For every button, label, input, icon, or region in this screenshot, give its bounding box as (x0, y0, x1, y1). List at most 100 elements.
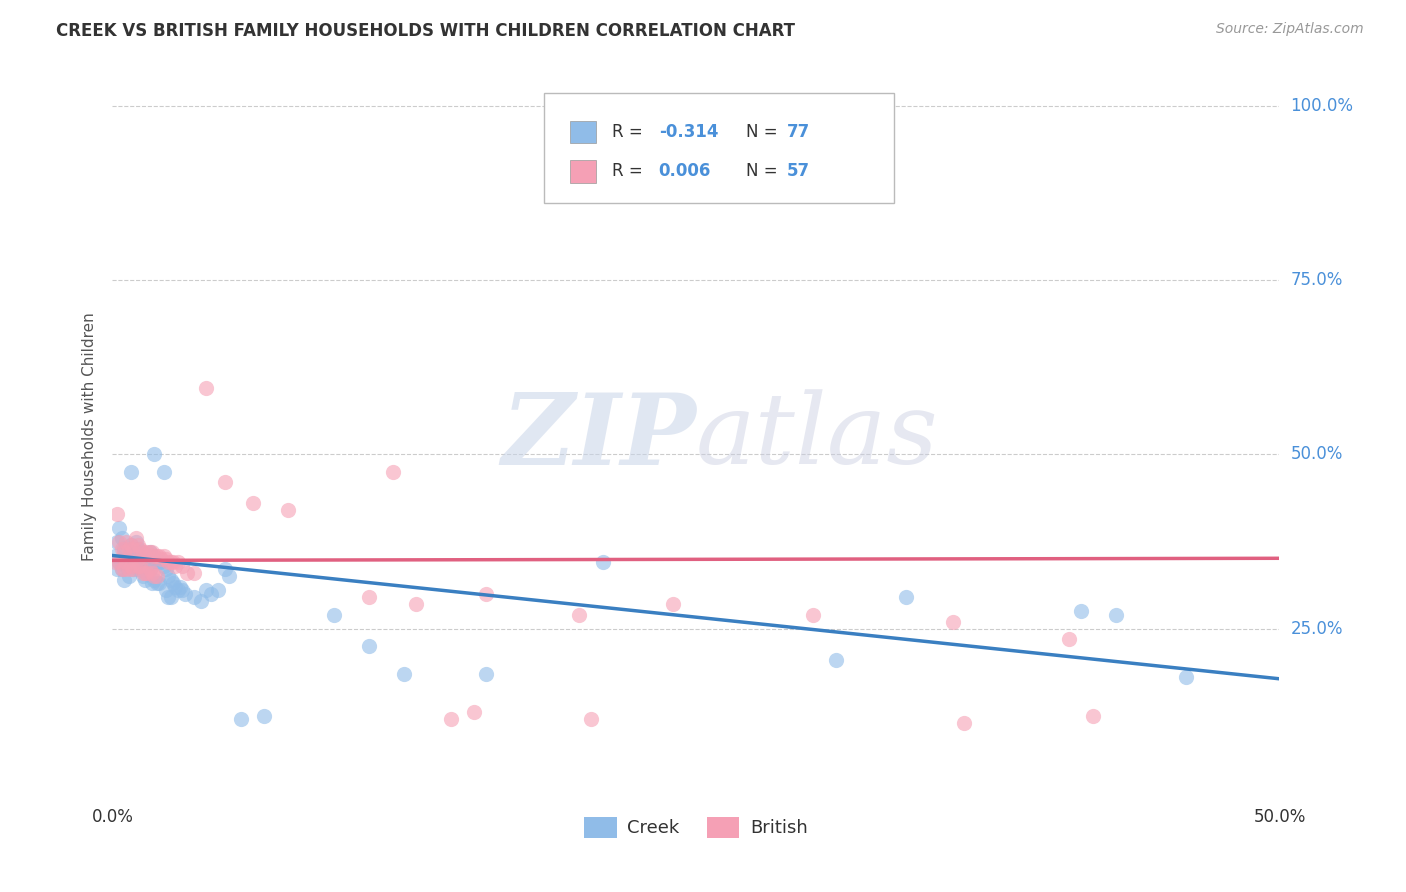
Point (115, 534, 138, 549)
Point (132, 566, 155, 580)
Point (118, 541, 141, 556)
Text: 75.0%: 75.0% (1291, 271, 1343, 289)
Text: R =: R = (612, 123, 648, 141)
Point (141, 545, 163, 559)
Point (112, 573, 135, 587)
Point (183, 591, 205, 605)
Point (139, 562, 162, 576)
Text: atlas: atlas (696, 390, 939, 484)
Point (166, 583, 188, 598)
Point (112, 541, 135, 556)
Point (139, 545, 162, 559)
Point (568, 607, 591, 622)
Text: ZIP: ZIP (501, 389, 696, 485)
FancyBboxPatch shape (569, 160, 596, 183)
Point (125, 556, 148, 570)
Point (136, 566, 159, 580)
Point (592, 556, 614, 570)
Point (440, 712, 463, 726)
Point (127, 541, 149, 556)
Point (143, 448, 166, 462)
Point (139, 562, 162, 576)
Point (141, 566, 163, 580)
Point (139, 545, 162, 559)
Point (405, 597, 427, 611)
Point (218, 569, 240, 583)
Point (132, 569, 155, 583)
Text: 0.006: 0.006 (658, 162, 711, 180)
Point (141, 556, 163, 570)
Text: 100.0%: 100.0% (1291, 97, 1354, 115)
Point (105, 534, 128, 549)
Text: N =: N = (747, 123, 783, 141)
Point (190, 594, 212, 608)
Point (359, 639, 381, 653)
Point (194, 583, 217, 598)
Point (579, 712, 602, 726)
Point (132, 545, 155, 559)
Point (132, 549, 155, 563)
Point (141, 576, 163, 591)
Point (153, 465, 176, 479)
Point (148, 576, 170, 591)
Point (134, 573, 156, 587)
Point (801, 607, 824, 622)
Point (166, 556, 188, 570)
Y-axis label: Family Households with Children: Family Households with Children (82, 313, 97, 561)
Point (160, 591, 183, 605)
Point (381, 465, 404, 479)
Point (173, 587, 195, 601)
Point (146, 576, 169, 591)
Point (153, 558, 176, 573)
Point (104, 549, 127, 563)
Point (165, 558, 187, 573)
Point (143, 569, 166, 583)
FancyBboxPatch shape (544, 94, 894, 203)
Point (162, 576, 184, 591)
Point (129, 558, 152, 573)
Point (134, 566, 156, 580)
Text: -0.314: -0.314 (658, 123, 718, 141)
Point (894, 591, 917, 605)
Point (105, 507, 128, 521)
Point (129, 545, 152, 559)
Point (112, 562, 135, 576)
Point (214, 475, 236, 490)
Point (122, 562, 145, 576)
Point (323, 607, 346, 622)
Point (953, 715, 976, 730)
Point (155, 552, 177, 566)
Point (125, 531, 148, 545)
Point (129, 558, 152, 573)
Point (155, 583, 177, 598)
Point (394, 667, 416, 681)
Point (127, 558, 149, 573)
Point (120, 558, 142, 573)
Point (108, 521, 131, 535)
Point (148, 549, 170, 563)
FancyBboxPatch shape (569, 120, 596, 143)
Point (122, 545, 145, 559)
Point (134, 552, 156, 566)
Point (160, 573, 183, 587)
Point (122, 562, 145, 576)
Point (115, 558, 138, 573)
Point (129, 541, 152, 556)
Point (475, 667, 498, 681)
Point (112, 545, 135, 559)
Point (134, 549, 156, 563)
Point (165, 580, 187, 594)
Text: R =: R = (612, 162, 648, 180)
Point (120, 538, 142, 552)
Point (157, 569, 180, 583)
Point (214, 562, 236, 576)
Point (115, 556, 138, 570)
Point (153, 549, 176, 563)
Point (125, 556, 148, 570)
Point (150, 556, 173, 570)
Text: 57: 57 (787, 162, 810, 180)
Point (104, 556, 127, 570)
Point (1070, 604, 1092, 618)
Point (111, 562, 134, 576)
Point (155, 562, 177, 576)
